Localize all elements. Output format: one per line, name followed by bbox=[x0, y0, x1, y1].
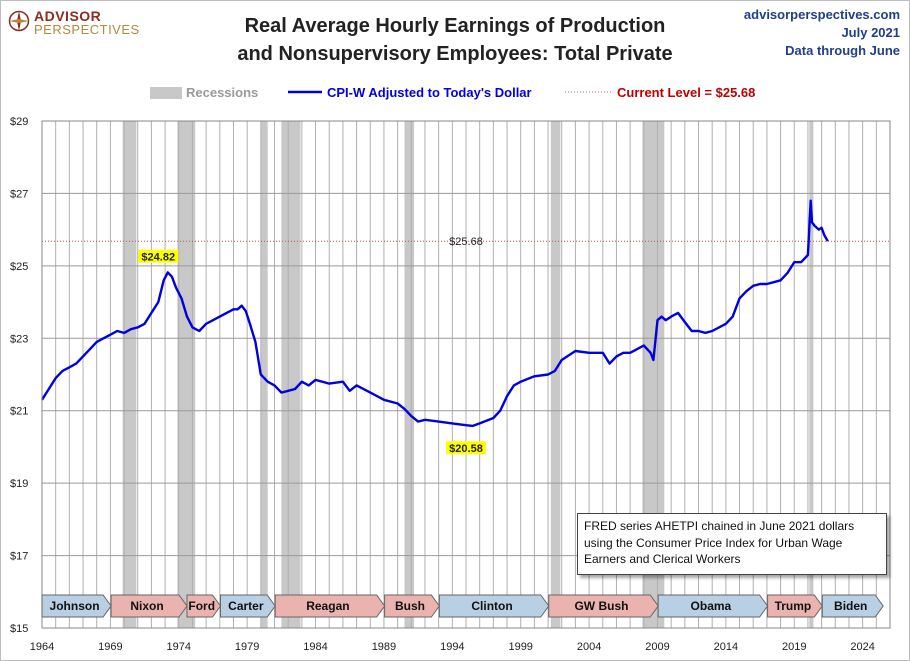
recession-band bbox=[281, 121, 301, 628]
x-tick-label: 1999 bbox=[508, 641, 532, 653]
recession-band bbox=[550, 121, 561, 628]
annotations: $24.82 $20.58 $25.68 bbox=[138, 236, 486, 455]
president-label: Clinton bbox=[471, 599, 512, 613]
president-label: Nixon bbox=[130, 599, 163, 613]
x-tick-label: 1964 bbox=[30, 641, 54, 653]
president-arrow bbox=[767, 594, 823, 618]
president-label: Bush bbox=[395, 599, 425, 613]
source-note: FRED series AHETPI chained in June 2021 … bbox=[577, 513, 887, 575]
x-tick-label: 2004 bbox=[577, 641, 601, 653]
logo-line1: ADVISOR bbox=[34, 8, 102, 24]
president-arrow bbox=[186, 594, 222, 618]
current-level-label: $25.68 bbox=[449, 236, 483, 248]
president-arrow bbox=[438, 594, 550, 618]
x-tick-label: 1984 bbox=[303, 641, 327, 653]
x-tick-label: 2024 bbox=[850, 641, 874, 653]
recession-band bbox=[177, 121, 196, 628]
source-through: Data through June bbox=[785, 43, 900, 58]
x-tick-label: 1989 bbox=[372, 641, 396, 653]
source-date: July 2021 bbox=[841, 25, 900, 40]
legend-recessions-label: Recessions bbox=[186, 85, 258, 100]
recession-band bbox=[260, 121, 268, 628]
legend: Recessions CPI-W Adjusted to Today's Dol… bbox=[150, 85, 755, 100]
y-tick-label: $17 bbox=[10, 551, 28, 563]
president-arrow bbox=[110, 594, 188, 618]
series-line-earnings bbox=[40, 199, 829, 428]
compass-icon bbox=[8, 10, 30, 32]
recession-bands bbox=[122, 121, 814, 628]
y-tick-label: $21 bbox=[10, 406, 28, 418]
legend-recession-swatch bbox=[150, 87, 182, 99]
president-label: Biden bbox=[834, 599, 867, 613]
president-arrow bbox=[274, 594, 386, 618]
president-arrow bbox=[821, 594, 884, 618]
president-arrow bbox=[657, 594, 769, 618]
y-tick-label: $25 bbox=[10, 261, 28, 273]
president-label: Reagan bbox=[306, 599, 349, 613]
recession-band bbox=[642, 121, 665, 628]
series-line bbox=[40, 199, 829, 428]
low-label: $20.58 bbox=[449, 443, 483, 455]
president-label: Obama bbox=[691, 599, 732, 613]
source-site: advisorperspectives.com bbox=[743, 7, 900, 22]
plot-border bbox=[41, 120, 891, 629]
recession-band bbox=[122, 121, 137, 628]
high-label-highlight bbox=[138, 249, 179, 263]
source-block: advisorperspectives.com July 2021 Data t… bbox=[744, 6, 900, 60]
chart-title: Real Average Hourly Earnings of Producti… bbox=[0, 12, 910, 68]
president-timeline: Johnson Nixon Ford Carter Reagan Bush Clinton G… bbox=[41, 594, 884, 618]
title-line2: and Nonsupervisory Employees: Total Priv… bbox=[237, 43, 673, 65]
legend-current-label: Current Level = $25.68 bbox=[617, 85, 755, 100]
x-tick-label: 1969 bbox=[98, 641, 122, 653]
y-tick-label: $15 bbox=[10, 623, 28, 635]
y-tick-label: $27 bbox=[10, 188, 28, 200]
president-arrow bbox=[41, 594, 112, 618]
x-tick-label: 2014 bbox=[714, 641, 738, 653]
y-tick-label: $29 bbox=[10, 116, 28, 128]
x-tick-label: 1979 bbox=[235, 641, 259, 653]
president-label: GW Bush bbox=[574, 599, 628, 613]
legend-series-label: CPI-W Adjusted to Today's Dollar bbox=[327, 85, 532, 100]
x-tick-label: 1994 bbox=[440, 641, 464, 653]
y-tick-label: $23 bbox=[10, 333, 28, 345]
low-label-highlight bbox=[446, 441, 486, 455]
x-tick-label: 2009 bbox=[645, 641, 669, 653]
president-label: Carter bbox=[228, 599, 264, 613]
president-label: Trump bbox=[775, 599, 812, 613]
y-tick-label: $19 bbox=[10, 478, 28, 490]
high-label: $24.82 bbox=[141, 252, 175, 264]
logo-line2: PERSPECTIVES bbox=[34, 22, 140, 37]
title-line1: Real Average Hourly Earnings of Producti… bbox=[244, 15, 666, 37]
recession-band bbox=[404, 121, 415, 628]
president-label: Ford bbox=[188, 599, 215, 613]
president-arrow bbox=[384, 594, 440, 618]
axes: $15 $17 $19 $21 $23 $25 $27 $29 1964 1969 1974 1979… bbox=[10, 116, 891, 653]
x-tick-label: 1974 bbox=[167, 641, 191, 653]
x-tick-label: 2019 bbox=[782, 641, 806, 653]
president-arrow bbox=[219, 594, 276, 618]
president-arrow bbox=[548, 594, 659, 618]
recession-band bbox=[809, 121, 814, 628]
president-label: Johnson bbox=[50, 599, 100, 613]
